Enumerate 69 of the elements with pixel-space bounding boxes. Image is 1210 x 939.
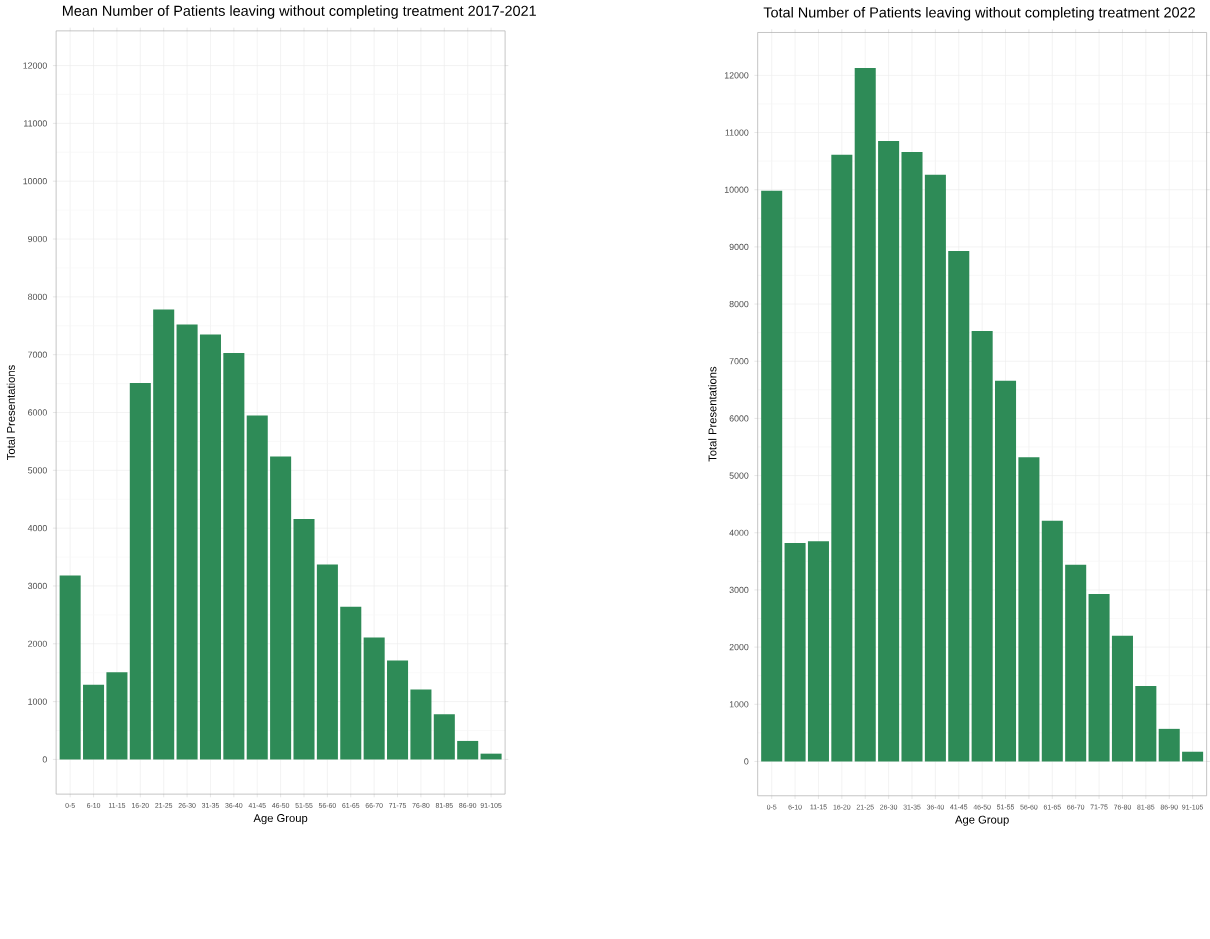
bar bbox=[901, 152, 923, 762]
bar bbox=[129, 383, 151, 760]
bar bbox=[1135, 686, 1157, 762]
y-axis-title: Total Presentations bbox=[6, 365, 15, 461]
y-tick-label: 3000 bbox=[27, 583, 47, 590]
bar bbox=[83, 685, 105, 760]
bar bbox=[433, 714, 455, 760]
y-tick-label: 8000 bbox=[28, 293, 47, 301]
bar bbox=[784, 543, 806, 762]
y-tick-label: 5000 bbox=[27, 467, 47, 474]
y-tick-label: 0 bbox=[744, 758, 749, 765]
y-tick-label: 3000 bbox=[729, 586, 749, 594]
y-tick-label: 7000 bbox=[729, 358, 749, 365]
y-tick-label: 2000 bbox=[28, 640, 47, 648]
y-tick-label: 5000 bbox=[729, 472, 749, 479]
y-axis-title: Total Presentations bbox=[708, 366, 717, 462]
y-tick-label: 1000 bbox=[28, 698, 47, 705]
bar bbox=[1065, 564, 1087, 762]
bar bbox=[878, 141, 900, 762]
chart-title: Total Number of Patients leaving without completing treatment 2022 bbox=[763, 7, 1195, 21]
bar bbox=[59, 575, 81, 760]
y-tick-label: 10000 bbox=[23, 178, 47, 185]
bar bbox=[831, 155, 853, 762]
bar bbox=[410, 689, 432, 760]
y-tick-label: 12000 bbox=[724, 72, 749, 79]
bar bbox=[387, 660, 409, 760]
chart-title: Mean Number of Patients leaving without completing treatment 2017-2021 bbox=[62, 5, 536, 19]
bar bbox=[1088, 594, 1110, 762]
y-tick-label: 10000 bbox=[724, 186, 749, 193]
y-tick-label: 6000 bbox=[729, 415, 749, 422]
y-tick-label: 9000 bbox=[28, 236, 47, 243]
bar bbox=[1158, 729, 1180, 762]
bar bbox=[270, 456, 292, 760]
bar bbox=[854, 68, 876, 762]
y-tick-label: 11000 bbox=[725, 129, 749, 136]
bar bbox=[293, 519, 315, 760]
bar bbox=[106, 672, 128, 760]
bar bbox=[363, 637, 385, 760]
y-tick-label: 11000 bbox=[24, 120, 47, 127]
bar bbox=[153, 309, 175, 760]
y-tick-label: 9000 bbox=[729, 243, 749, 251]
bar bbox=[924, 175, 946, 762]
y-tick-label: 2000 bbox=[729, 644, 749, 651]
bar bbox=[457, 741, 479, 760]
bar bbox=[1182, 751, 1204, 762]
x-axis-title: Age Group bbox=[955, 815, 1009, 827]
bar bbox=[246, 415, 268, 760]
y-tick-label: 1000 bbox=[729, 701, 749, 708]
bar bbox=[807, 541, 829, 762]
bar bbox=[316, 564, 338, 760]
bar bbox=[761, 191, 783, 762]
bar bbox=[176, 324, 198, 760]
bar bbox=[199, 334, 221, 760]
y-tick-label: 12000 bbox=[23, 62, 47, 69]
y-tick-label: 4000 bbox=[729, 529, 749, 537]
y-tick-label: 4000 bbox=[27, 525, 47, 532]
x-axis-title: Age Group bbox=[253, 814, 308, 825]
y-tick-label: 8000 bbox=[729, 301, 749, 308]
bar bbox=[948, 251, 970, 762]
bar bbox=[971, 331, 993, 762]
bar bbox=[223, 353, 245, 760]
y-tick-label: 0 bbox=[42, 756, 47, 763]
bar bbox=[1018, 457, 1040, 762]
bar bbox=[1041, 520, 1063, 762]
bar bbox=[995, 380, 1017, 762]
y-tick-label: 7000 bbox=[28, 351, 47, 358]
bar bbox=[340, 606, 362, 760]
bar bbox=[1111, 635, 1133, 762]
y-tick-label: 6000 bbox=[28, 409, 47, 416]
